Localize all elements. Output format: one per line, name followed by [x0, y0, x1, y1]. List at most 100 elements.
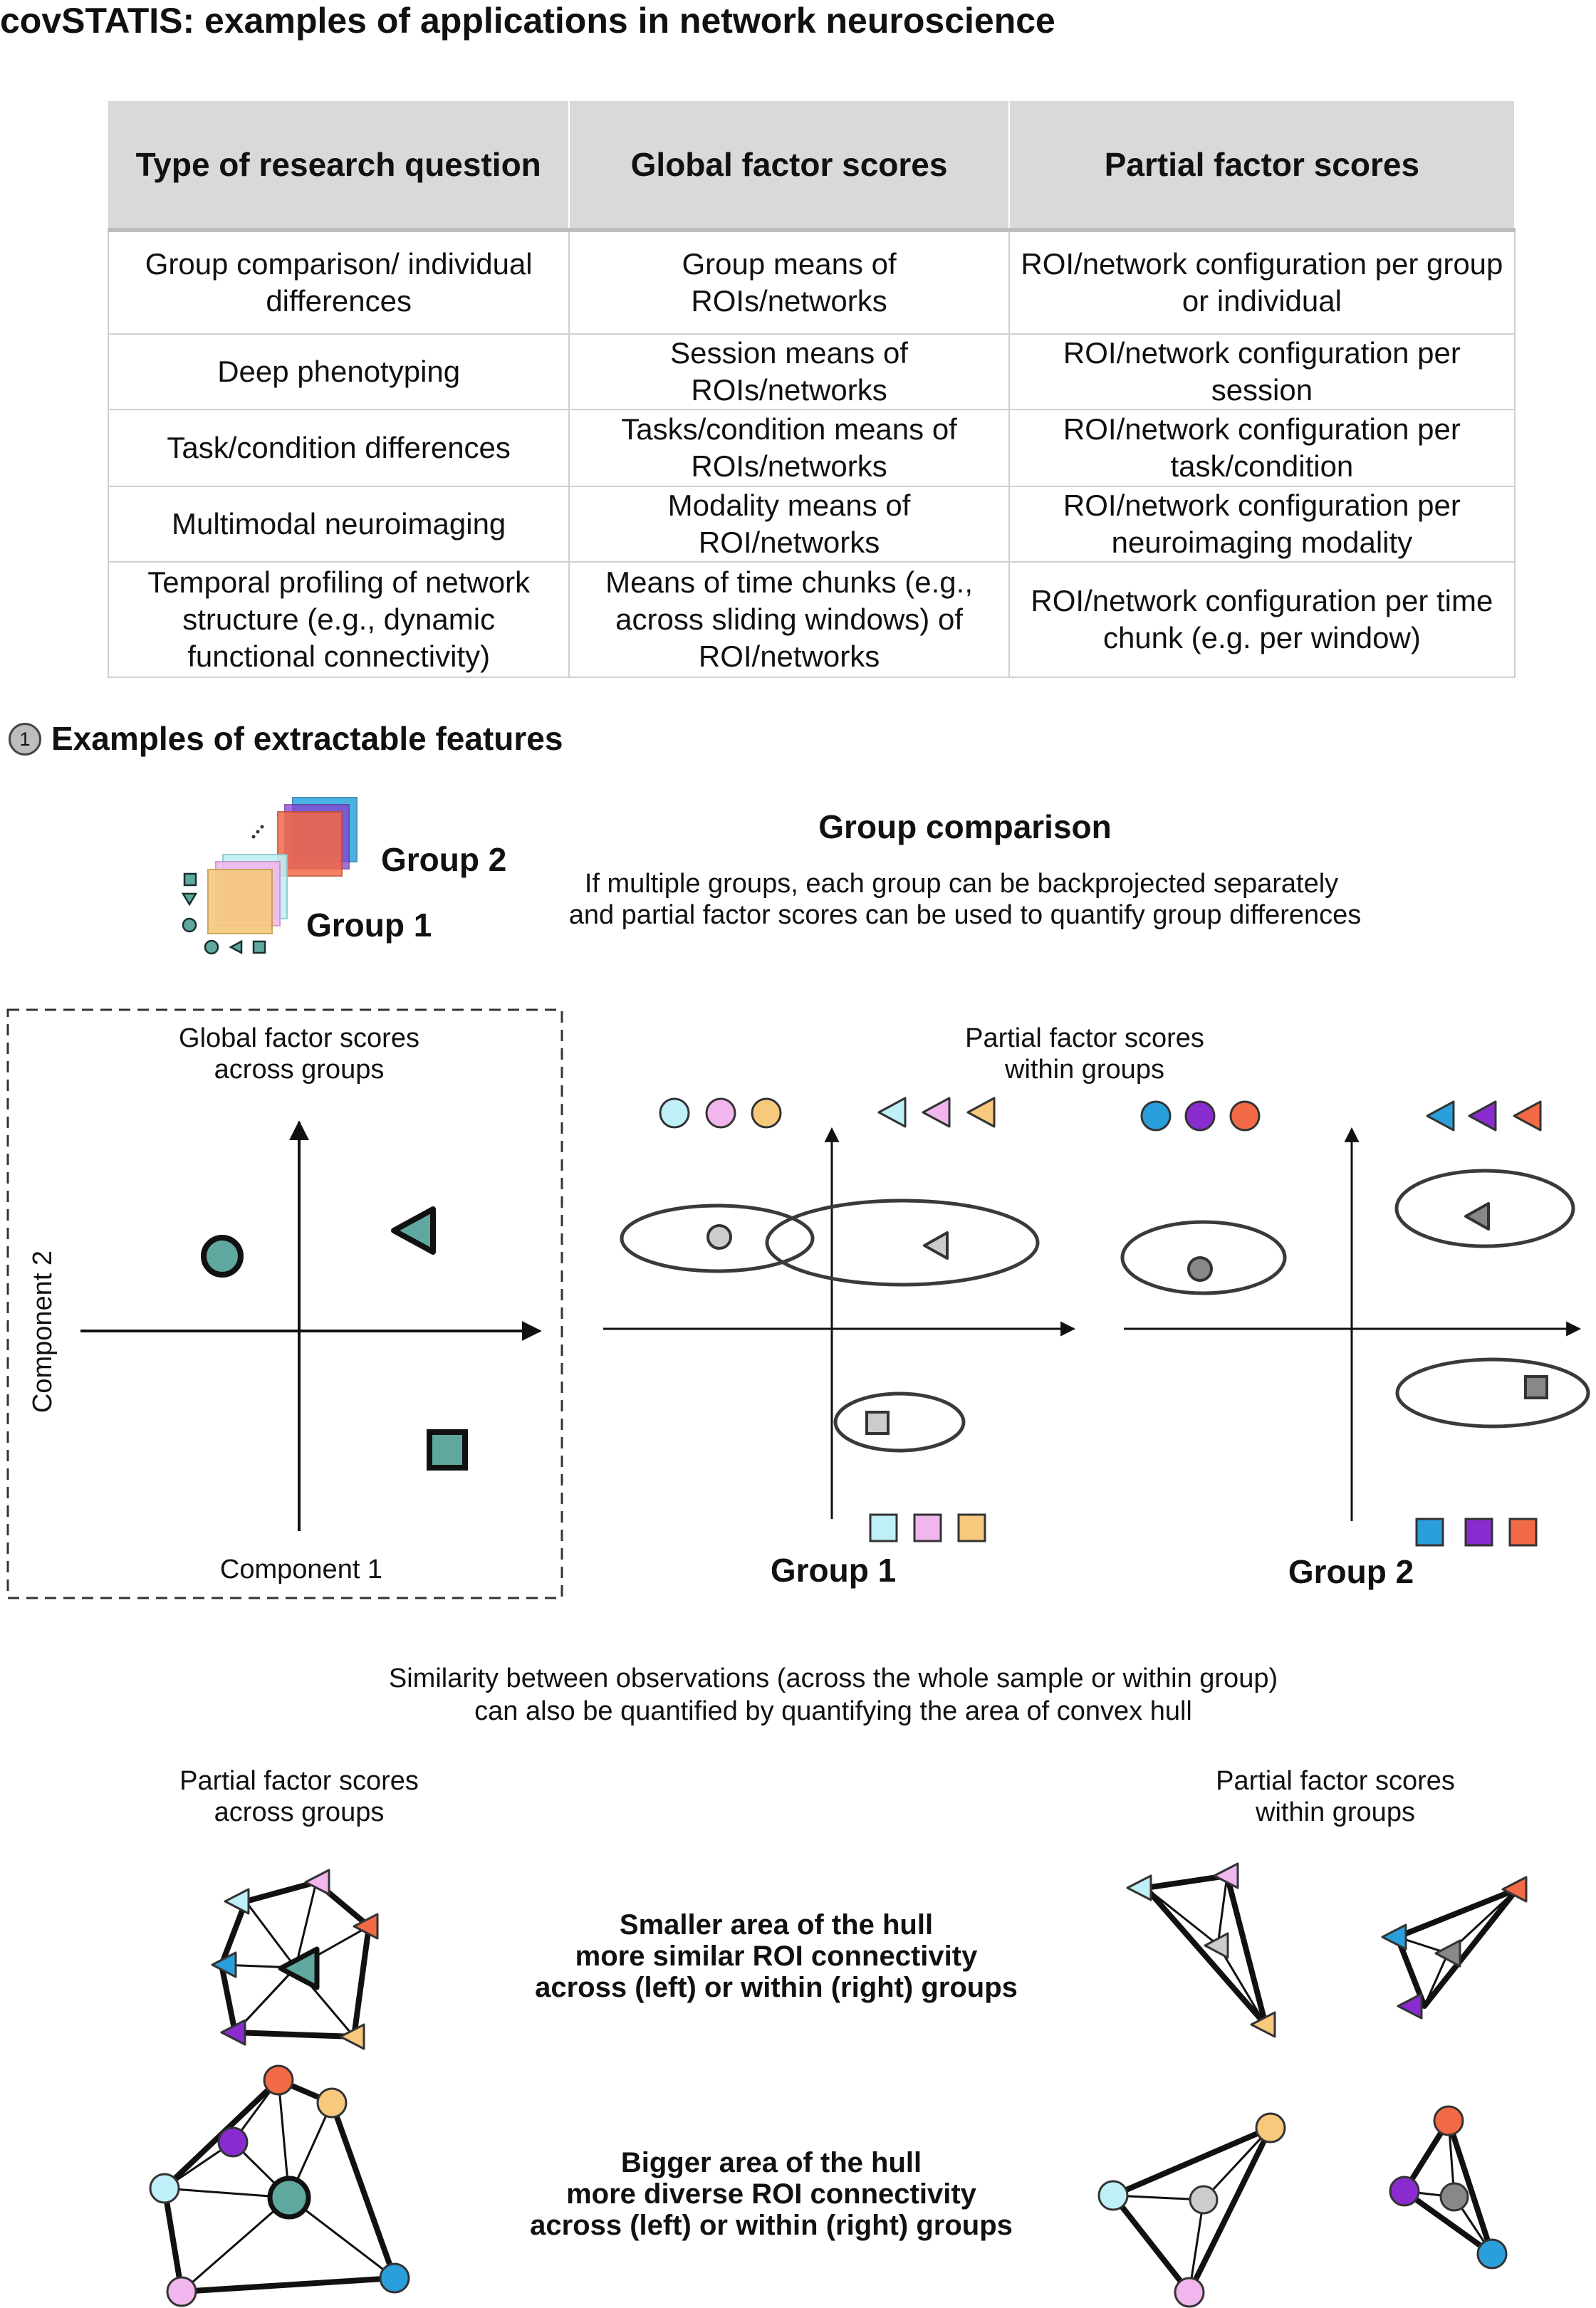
group1-circle-ellipse: [620, 1203, 815, 1273]
group-comparison-description-1: If multiple groups, each group can be ba…: [584, 869, 1339, 899]
hull-big-across-groups: [149, 2064, 410, 2307]
hull-small-within-group1-outline: [1143, 1873, 1268, 2027]
hull-small-line3: across (left) or within (right) groups: [535, 1972, 1018, 2003]
table-cell: Task/condition differences: [107, 409, 570, 487]
table-header-research-question: Type of research question: [108, 101, 570, 232]
group1-partial-circle: [706, 1224, 732, 1250]
group2-triangle-ellipse: [1394, 1169, 1575, 1248]
hull-big-within-group2-circles: [1389, 2105, 1508, 2270]
table-cell: Session means of ROIs/networks: [568, 333, 1010, 410]
group-stack-icon: [181, 797, 358, 955]
group-comparison-description-2: and partial factor scores can be used to…: [568, 900, 1362, 930]
group2-squares: [277, 797, 358, 877]
page-title: covSTATIS: examples of applications in n…: [0, 1, 1055, 41]
table-cell: ROI/network configuration per task/condi…: [1008, 409, 1516, 487]
section-heading: 1 Examples of extractable features: [9, 719, 563, 758]
group1-triangle-ellipse: [765, 1199, 1040, 1287]
global-triangle-marker: [391, 1206, 436, 1255]
group1-squares: [207, 854, 288, 934]
table-row: Deep phenotyping Session means of ROIs/n…: [107, 333, 1516, 410]
partial-group2-label: Group 2: [1288, 1553, 1414, 1590]
partial-panel-title-1: Partial factor scores: [965, 1023, 1204, 1053]
table-cell: Modality means of ROI/networks: [568, 486, 1010, 563]
research-question-table: Type of research question Global factor …: [107, 101, 1516, 678]
global-panel-frame: [6, 1008, 563, 1599]
table-row: Multimodal neuroimaging Modality means o…: [107, 486, 1516, 563]
hull-intro-line1: Similarity between observations (across …: [388, 1664, 1278, 1693]
hull-big-within-group2-outline: [1402, 2118, 1495, 2257]
hull-big-within-group2: [1389, 2105, 1508, 2270]
partial-panel-title-2: within groups: [1005, 1055, 1164, 1085]
table-row: Task/condition differences Tasks/conditi…: [107, 409, 1516, 487]
table-cell: Multimodal neuroimaging: [107, 486, 570, 563]
group2-icon-label: Group 2: [381, 841, 507, 878]
hull-small-within-group1-triangles: [1126, 1862, 1276, 2038]
global-panel-title-1: Global factor scores: [179, 1023, 419, 1053]
hull-left-title-1: Partial factor scores: [179, 1766, 419, 1796]
group2-partial-square: [1524, 1375, 1548, 1399]
hull-small-within-group2-triangles: [1381, 1876, 1528, 2020]
hull-left-title-2: across groups: [214, 1797, 385, 1827]
hull-intro-line2: can also be quantified by quantifying th…: [474, 1696, 1192, 1726]
global-panel-xlabel: Component 1: [219, 1555, 383, 1584]
group2-partial-circle: [1187, 1256, 1213, 1282]
group1-square-ellipse: [833, 1391, 966, 1453]
group2-legend-circles: [1140, 1100, 1261, 1132]
table-cell: Group comparison/ individual differences: [107, 229, 570, 335]
group1-legend-squares: [869, 1513, 986, 1542]
hull-big-within-group1-outline: [1110, 2125, 1273, 2295]
hull-big-line3: across (left) or within (right) groups: [530, 2210, 1013, 2241]
hull-small-line2: more similar ROI connectivity: [575, 1941, 978, 1972]
hull-big-within-group1-edges: [1112, 2126, 1272, 2293]
hull-small-within-group2-outline: [1394, 1886, 1520, 2009]
hull-small-within-group1-edges: [1145, 1875, 1267, 2025]
hull-big-line2: more diverse ROI connectivity: [566, 2178, 976, 2210]
group1-icon-label: Group 1: [306, 907, 432, 944]
global-circle-marker: [201, 1235, 244, 1278]
group-comparison-heading: Group comparison: [818, 808, 1112, 845]
table-row: Group comparison/ individual differences…: [107, 229, 1516, 335]
hull-small-within-group2: [1381, 1876, 1528, 2020]
group2-circle-ellipse: [1120, 1220, 1287, 1295]
hull-right-title-1: Partial factor scores: [1216, 1766, 1455, 1796]
group1-partial-square: [865, 1411, 890, 1435]
hull-small-line1: Smaller area of the hull: [619, 1909, 934, 1941]
group2-legend-triangles: [1426, 1100, 1542, 1132]
group1-legend-triangles: [877, 1097, 996, 1128]
hull-small-within-group1: [1126, 1862, 1276, 2038]
table-cell: Deep phenotyping: [107, 333, 570, 410]
partial-group2-panel: [1120, 1100, 1590, 1547]
hull-big-within-group1-circles: [1097, 2112, 1286, 2308]
group2-legend-squares: [1415, 1518, 1538, 1547]
global-square-marker: [427, 1429, 468, 1471]
partial-group1-label: Group 1: [770, 1552, 897, 1589]
table-cell: Tasks/condition means of ROIs/networks: [568, 409, 1010, 487]
hull-small-across-triangles: [211, 1869, 379, 2050]
global-panel-title-2: across groups: [214, 1055, 385, 1085]
table-cell: Means of time chunks (e.g., across slidi…: [568, 561, 1010, 678]
table-cell: Group means of ROIs/networks: [568, 229, 1010, 335]
table-cell: ROI/network configuration per group or i…: [1008, 229, 1516, 335]
group1-partial-triangle: [923, 1231, 949, 1260]
table-row: Temporal profiling of network structure …: [107, 561, 1516, 678]
table-cell: ROI/network configuration per neuroimagi…: [1008, 486, 1516, 563]
hull-right-title-2: within groups: [1256, 1797, 1415, 1827]
hull-big-line1: Bigger area of the hull: [620, 2147, 922, 2178]
group1-legend-circles: [659, 1097, 782, 1129]
group2-partial-triangle: [1464, 1202, 1490, 1231]
table-cell: ROI/network configuration per session: [1008, 333, 1516, 410]
global-factor-panel: [6, 1008, 563, 1599]
table-cell: ROI/network configuration per time chunk…: [1008, 561, 1516, 678]
hull-big-across-circles: [149, 2064, 410, 2307]
section-number-badge: 1: [9, 723, 41, 756]
table-header-row: Type of research question Global factor …: [108, 101, 1516, 232]
hull-big-within-group1: [1097, 2112, 1286, 2308]
mini-teal-shapes: [181, 872, 266, 955]
group2-square-ellipse: [1395, 1357, 1590, 1429]
hull-small-across-groups: [211, 1869, 379, 2050]
ellipsis-dots: [251, 825, 264, 839]
partial-group1-panel: [603, 1097, 1076, 1542]
table-header-partial-scores: Partial factor scores: [1008, 101, 1516, 232]
table-cell: Temporal profiling of network structure …: [107, 561, 570, 678]
